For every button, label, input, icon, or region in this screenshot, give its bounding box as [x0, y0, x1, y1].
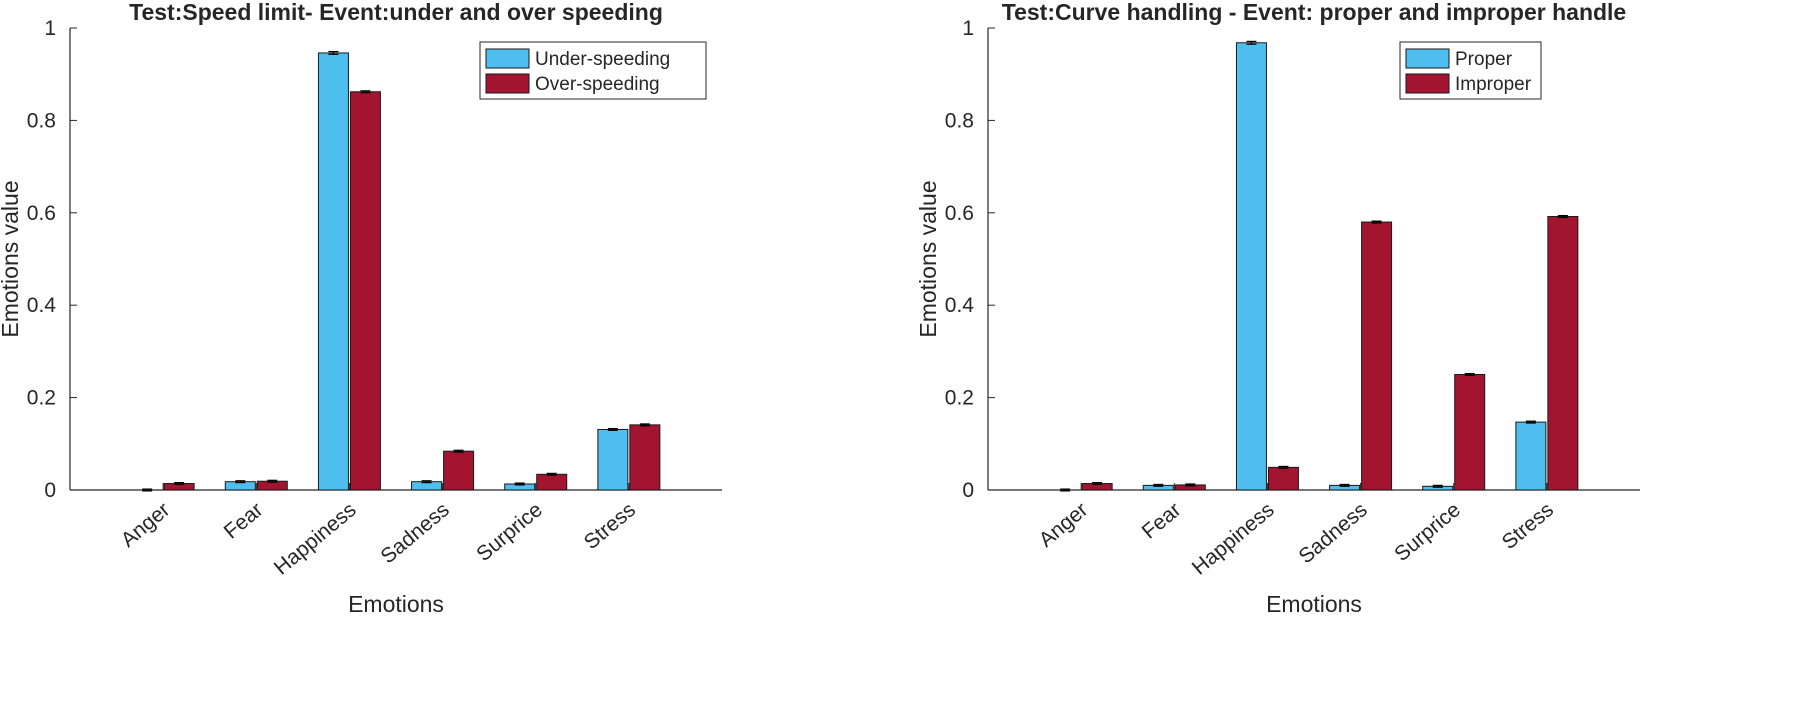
legend-swatch	[1405, 48, 1450, 69]
bar	[1235, 42, 1267, 491]
x-tick-label: Sadness	[1294, 498, 1371, 568]
legend-swatch	[1405, 73, 1450, 94]
legend-label: Under-speeding	[535, 49, 670, 70]
y-tick-label: 0.2	[945, 387, 974, 410]
x-tick-label: Anger	[1035, 498, 1093, 552]
y-tick-label: 1	[44, 17, 56, 40]
y-axis-label: Emotions value	[0, 180, 23, 337]
y-tick-label: 0.4	[27, 294, 57, 317]
chart-panel-curve-handling: 0 0.2 0.4 0.6 0.8 1 Anger Fear Happiness Sadness S…	[915, 0, 1640, 617]
chart-panel-speed-limit: 0 0.2 0.4 0.6 0.8 1 Anger Fear Happiness Sadness S…	[0, 0, 722, 617]
x-tick-label: Stress	[580, 498, 640, 554]
legend-label: Over-speeding	[535, 74, 660, 95]
y-tick-label: 0	[962, 479, 974, 502]
bar	[1361, 221, 1393, 491]
bar	[317, 52, 349, 491]
y-tick-label: 0.8	[27, 109, 56, 132]
x-tick-label: Happiness	[1188, 498, 1279, 579]
chart-title: Test:Curve handling - Event: proper and …	[1002, 0, 1626, 25]
y-tick-label: 0	[44, 479, 56, 502]
x-tick-label: Surprice	[472, 498, 547, 566]
bar	[597, 428, 629, 491]
x-tick-label: Stress	[1498, 498, 1558, 554]
x-tick-label: Fear	[1138, 498, 1186, 543]
x-tick-label: Fear	[220, 498, 268, 543]
bar	[1547, 215, 1579, 491]
x-axis-label: Emotions	[1266, 591, 1362, 617]
x-tick-label: Anger	[117, 498, 175, 552]
y-tick-label: 0.2	[27, 387, 56, 410]
bar	[1454, 374, 1486, 491]
y-tick-label: 1	[962, 17, 974, 40]
x-axis-label: Emotions	[348, 591, 444, 617]
bar	[349, 91, 381, 491]
y-tick-label: 0.6	[27, 202, 56, 225]
bar	[1515, 421, 1547, 491]
bar	[629, 424, 661, 491]
bar	[536, 473, 568, 491]
bar	[1267, 466, 1299, 491]
legend-swatch	[485, 48, 530, 69]
legend-label: Improper	[1455, 74, 1532, 95]
y-tick-label: 0.6	[945, 202, 974, 225]
bar	[443, 450, 475, 491]
y-tick-label: 0.4	[945, 294, 975, 317]
legend-swatch	[485, 73, 530, 94]
x-tick-label: Happiness	[270, 498, 361, 579]
y-axis-label: Emotions value	[915, 180, 941, 337]
y-tick-label: 0.8	[945, 109, 974, 132]
legend-label: Proper	[1455, 49, 1513, 70]
x-tick-label: Surprice	[1390, 498, 1465, 566]
chart-title: Test:Speed limit- Event:under and over s…	[129, 0, 663, 25]
x-tick-label: Sadness	[376, 498, 453, 568]
